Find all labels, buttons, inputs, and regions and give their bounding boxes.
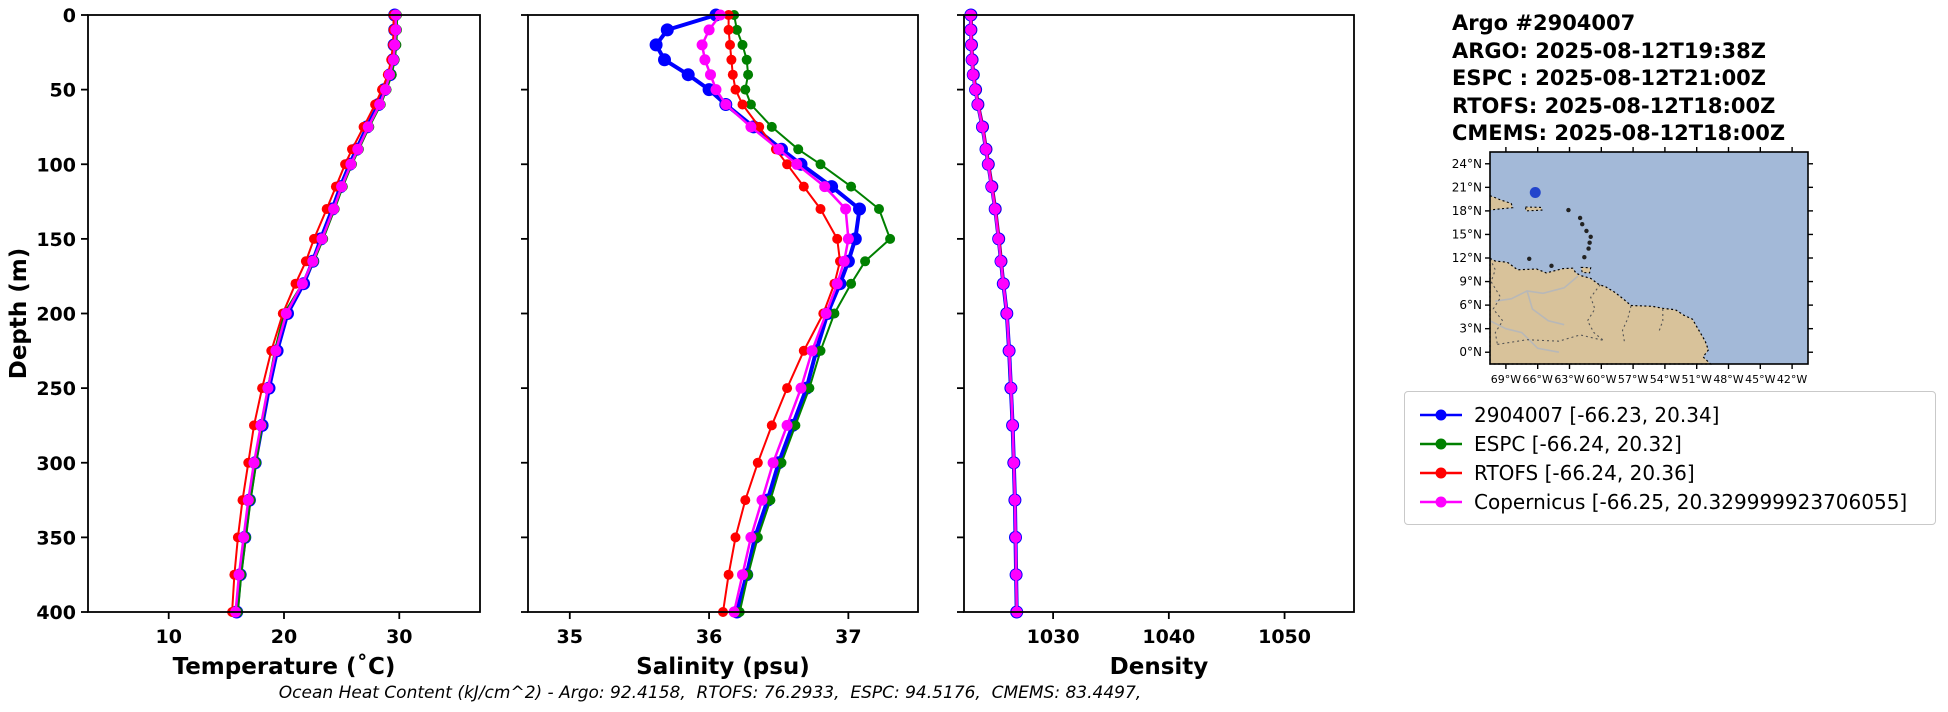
svg-text:45°W: 45°W <box>1745 373 1775 386</box>
svg-text:69°W: 69°W <box>1491 373 1521 386</box>
svg-text:20: 20 <box>271 626 297 648</box>
svg-text:10: 10 <box>155 626 181 648</box>
svg-text:3°N: 3°N <box>1459 322 1482 336</box>
svg-text:57°W: 57°W <box>1618 373 1648 386</box>
svg-text:Depth (m): Depth (m) <box>6 248 32 380</box>
legend-label: RTOFS [-66.24, 20.36] <box>1474 460 1695 485</box>
cmems-timestamp: CMEMS: 2025-08-12T18:00Z <box>1452 121 1786 145</box>
svg-text:350: 350 <box>36 527 76 549</box>
svg-text:Salinity (psu): Salinity (psu) <box>636 654 810 680</box>
legend-label: Copernicus [-66.25, 20.329999923706055] <box>1474 489 1908 514</box>
float-title: Argo #2904007 <box>1452 11 1636 35</box>
svg-text:42°W: 42°W <box>1777 373 1807 386</box>
svg-text:300: 300 <box>36 453 76 475</box>
svg-text:Temperature (˚C): Temperature (˚C) <box>173 653 396 680</box>
svg-text:12°N: 12°N <box>1452 251 1482 265</box>
svg-text:150: 150 <box>36 229 76 251</box>
svg-text:1030: 1030 <box>1027 626 1080 648</box>
svg-text:48°W: 48°W <box>1713 373 1743 386</box>
depth-profile-charts: 10 20 30050100150200250300350400Temperatur… <box>6 5 1355 680</box>
svg-text:15°N: 15°N <box>1452 227 1482 241</box>
ocean-heat-content-note: Ocean Heat Content (kJ/cm^2) - Argo: 92.… <box>278 683 1142 703</box>
header-info: Argo #2904007 ARGO: 2025-08-12T19:38Z ES… <box>1452 10 1785 148</box>
svg-text:100: 100 <box>36 154 76 176</box>
svg-text:50: 50 <box>50 80 76 102</box>
rtofs-timestamp: RTOFS: 2025-08-12T18:00Z <box>1452 93 1776 118</box>
legend: 2904007 [-66.23, 20.34] ESPC [-66.24, 20… <box>1404 391 1936 525</box>
svg-text:9°N: 9°N <box>1459 275 1482 289</box>
svg-text:66°W: 66°W <box>1523 373 1553 386</box>
svg-text:200: 200 <box>36 304 76 326</box>
legend-item-espc: ESPC [-66.24, 20.32] <box>1419 429 1921 458</box>
svg-text:35: 35 <box>557 626 583 648</box>
svg-text:60°W: 60°W <box>1586 373 1616 386</box>
legend-item-argo: 2904007 [-66.23, 20.34] <box>1419 400 1921 429</box>
svg-text:Density: Density <box>1110 654 1209 680</box>
svg-text:24°N: 24°N <box>1452 157 1482 171</box>
svg-text:30: 30 <box>386 626 412 648</box>
copernicus-line-marker-icon <box>1419 495 1463 509</box>
svg-text:250: 250 <box>36 378 76 400</box>
svg-text:400: 400 <box>36 602 76 624</box>
espc-line-marker-icon <box>1419 437 1463 451</box>
svg-text:1050: 1050 <box>1258 626 1311 648</box>
legend-label: 2904007 [-66.23, 20.34] <box>1474 402 1720 427</box>
svg-text:37: 37 <box>835 626 861 648</box>
svg-text:0: 0 <box>63 5 76 27</box>
svg-text:36: 36 <box>696 626 722 648</box>
svg-text:51°W: 51°W <box>1682 373 1712 386</box>
svg-text:54°W: 54°W <box>1650 373 1680 386</box>
svg-text:21°N: 21°N <box>1452 180 1482 194</box>
svg-text:6°N: 6°N <box>1459 298 1482 312</box>
legend-item-copernicus: Copernicus [-66.25, 20.329999923706055] <box>1419 487 1921 516</box>
argo-line-marker-icon <box>1419 408 1463 422</box>
argo-timestamp: ARGO: 2025-08-12T19:38Z <box>1452 38 1766 63</box>
svg-text:63°W: 63°W <box>1554 373 1584 386</box>
legend-item-rtofs: RTOFS [-66.24, 20.36] <box>1419 458 1921 487</box>
legend-label: ESPC [-66.24, 20.32] <box>1474 431 1682 456</box>
float-location-map: 24°N 21°N 18°N 15°N 12°N 9°N 6°N 3°N 0°N 69°W 66°W… <box>1452 147 1813 386</box>
svg-text:1040: 1040 <box>1142 626 1195 648</box>
espc-timestamp: ESPC : 2025-08-12T21:00Z <box>1452 66 1767 90</box>
svg-text:18°N: 18°N <box>1452 204 1482 218</box>
rtofs-line-marker-icon <box>1419 466 1463 480</box>
svg-text:0°N: 0°N <box>1459 345 1482 359</box>
